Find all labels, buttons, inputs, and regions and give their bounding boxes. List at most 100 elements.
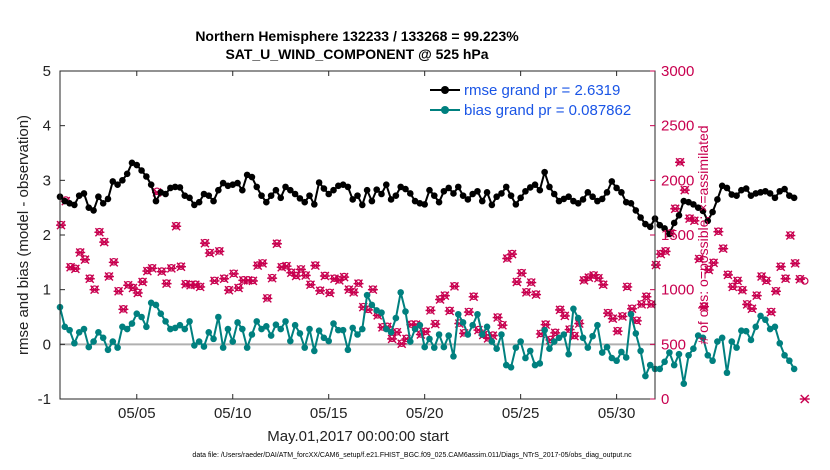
bias-point bbox=[243, 344, 251, 351]
bias-point bbox=[675, 350, 683, 358]
bias-point bbox=[718, 334, 726, 342]
bias-point bbox=[181, 325, 189, 333]
bias-point bbox=[392, 314, 400, 322]
rmse-point bbox=[699, 207, 707, 215]
rmse-point bbox=[781, 185, 788, 193]
rmse-point bbox=[709, 208, 716, 216]
obs-assimilated-point bbox=[324, 288, 335, 298]
obs-assimilated-point bbox=[526, 278, 537, 288]
obs-assimilated-point bbox=[607, 314, 618, 324]
bias-point bbox=[742, 327, 750, 335]
rmse-point bbox=[344, 183, 352, 191]
bias-point bbox=[306, 325, 313, 333]
bias-point bbox=[421, 343, 428, 351]
obs-assimilated-point bbox=[674, 157, 685, 167]
bias-point bbox=[191, 342, 198, 349]
rmse-point bbox=[373, 186, 380, 193]
bias-point bbox=[382, 325, 390, 333]
obs-assimilated-point bbox=[209, 276, 220, 286]
bias-point bbox=[99, 334, 107, 342]
bias-point bbox=[454, 310, 462, 318]
bias-point bbox=[426, 335, 433, 343]
rmse-point bbox=[325, 190, 333, 198]
obs-assimilated-point bbox=[593, 273, 604, 283]
rmse-point bbox=[627, 199, 635, 207]
bias-point bbox=[747, 336, 755, 344]
rmse-point bbox=[526, 184, 534, 191]
rmse-point bbox=[219, 179, 227, 187]
rmse-point bbox=[258, 192, 265, 199]
bias-point bbox=[128, 320, 136, 327]
obs-assimilated-point bbox=[651, 260, 661, 270]
rmse-point bbox=[382, 181, 390, 189]
rmse-point bbox=[277, 194, 285, 202]
bias-point bbox=[267, 332, 275, 339]
y-tick-label-right: 2000 bbox=[661, 172, 694, 189]
rmse-point bbox=[378, 190, 385, 198]
rmse-point bbox=[445, 184, 452, 192]
obs-assimilated-point bbox=[108, 257, 119, 267]
rmse-point bbox=[574, 199, 582, 207]
obs-assimilated-point bbox=[761, 276, 772, 286]
bias-point bbox=[560, 331, 568, 338]
rmse-point bbox=[71, 201, 78, 209]
bias-point bbox=[603, 343, 611, 351]
bias-point bbox=[61, 323, 69, 331]
chart-title-line-2: SAT_U_WIND_COMPONENT @ 525 hPa bbox=[225, 46, 488, 62]
obs-assimilated-point bbox=[531, 290, 542, 300]
bias-point bbox=[277, 325, 285, 333]
obs-assimilated-point bbox=[291, 271, 302, 281]
bias-point bbox=[488, 338, 496, 345]
y-tick-label-left: -1 bbox=[38, 391, 51, 408]
rmse-point bbox=[613, 184, 620, 192]
bias-point bbox=[757, 312, 764, 320]
rmse-point bbox=[186, 194, 193, 202]
bias-point bbox=[263, 322, 270, 330]
obs-assimilated-point bbox=[775, 262, 786, 272]
bias-point bbox=[123, 325, 131, 333]
rmse-point bbox=[291, 190, 299, 198]
bias-point bbox=[570, 305, 577, 313]
obs-assimilated-point bbox=[660, 246, 671, 256]
bias-point bbox=[512, 344, 520, 351]
bias-point bbox=[776, 339, 784, 347]
bias-point bbox=[416, 321, 424, 329]
rmse-point bbox=[210, 197, 217, 205]
bias-point bbox=[330, 320, 337, 327]
rmse-point bbox=[99, 199, 107, 207]
rmse-point bbox=[656, 221, 664, 229]
obs-assimilated-point bbox=[425, 305, 436, 315]
bias-point bbox=[311, 347, 318, 355]
rmse-point bbox=[363, 186, 371, 194]
obs-assimilated-point bbox=[598, 280, 609, 290]
bias-point bbox=[598, 349, 606, 356]
rmse-point bbox=[195, 198, 203, 206]
bias-point bbox=[435, 331, 443, 338]
bias-point bbox=[315, 327, 323, 334]
bias-point bbox=[690, 345, 697, 353]
obs-assimilated-point bbox=[156, 267, 167, 277]
y-tick-label-left: 4 bbox=[43, 118, 51, 135]
bias-point bbox=[493, 345, 500, 353]
obs-assimilated-point bbox=[444, 306, 455, 316]
obs-assimilated-point bbox=[694, 254, 705, 264]
bias-point bbox=[186, 318, 193, 325]
rmse-point bbox=[666, 230, 673, 238]
obs-assimilated-point bbox=[118, 304, 129, 314]
bias-point bbox=[536, 360, 544, 367]
bias-point bbox=[714, 338, 721, 345]
bias-point bbox=[368, 301, 376, 309]
rmse-point bbox=[267, 192, 275, 199]
rmse-point bbox=[546, 183, 553, 191]
bias-point bbox=[71, 339, 78, 347]
rmse-point bbox=[387, 196, 395, 203]
rmse-series-layer bbox=[56, 159, 798, 238]
rmse-point bbox=[541, 168, 548, 176]
bias-point bbox=[162, 318, 169, 325]
obs-assimilated-point bbox=[463, 307, 474, 317]
bias-point bbox=[157, 310, 165, 318]
obs-assimilated-point bbox=[89, 285, 100, 295]
rmse-point bbox=[272, 186, 280, 194]
obs-assimilated-point bbox=[612, 326, 623, 336]
rmse-point bbox=[263, 198, 270, 206]
